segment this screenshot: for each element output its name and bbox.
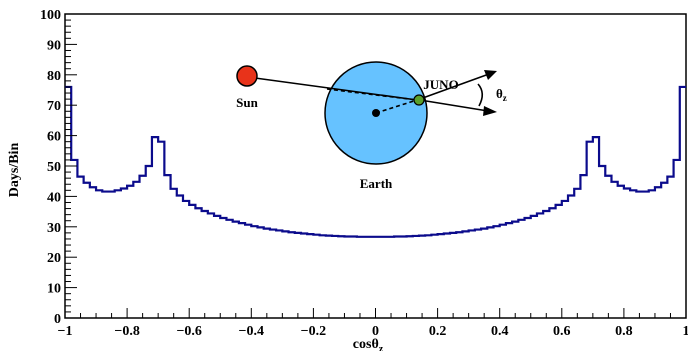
- y-tick-label: 70: [47, 99, 61, 114]
- neutrino-arrow-line: [419, 99, 489, 112]
- y-axis-title: Days/Bin: [7, 143, 22, 198]
- y-tick-label: 30: [47, 221, 61, 236]
- x-tick-label: −0.6: [176, 324, 201, 339]
- x-tick-label: 0: [372, 324, 379, 339]
- detector-label: JUNO: [423, 77, 458, 92]
- y-tick-label: 60: [47, 130, 61, 145]
- plot-frame: [64, 13, 687, 319]
- x-tick-label: −1: [58, 324, 73, 339]
- x-tick-label: 0.6: [553, 324, 571, 339]
- y-tick-label: 50: [47, 160, 61, 175]
- zenith-arrowhead: [484, 70, 497, 80]
- x-tick-label: 0.4: [491, 324, 509, 339]
- sun-label: Sun: [236, 95, 258, 110]
- sun-icon: [236, 65, 258, 87]
- x-tick-label: −0.8: [114, 324, 139, 339]
- x-tick-label: −0.4: [239, 324, 264, 339]
- geometry-inset: Sun Earth JUNO θz: [236, 61, 507, 191]
- center-to-detector-dashed-line: [375, 99, 418, 114]
- histogram-line: [65, 85, 686, 238]
- histogram-series: [65, 85, 686, 238]
- y-tick-label: 20: [47, 251, 61, 266]
- x-axis-title: cosθz: [353, 337, 384, 351]
- x-tick-label: 0.8: [615, 324, 633, 339]
- y-tick-label: 80: [47, 69, 61, 84]
- y-tick-label: 0: [54, 312, 61, 327]
- neutrino-arrowhead: [483, 106, 497, 116]
- y-axis: 0 10 20 30 40 50 60 70 80 90 100: [40, 8, 77, 327]
- y-tick-label: 10: [47, 282, 61, 297]
- y-tick-label: 100: [40, 8, 61, 23]
- x-axis: −1 −0.8 −0.6 −0.4 −0.2 0 0.2 0.4 0.6 0.8 1: [58, 308, 688, 339]
- y-tick-label: 40: [47, 190, 61, 205]
- angle-arc: [477, 83, 484, 107]
- x-tick-label: −0.2: [301, 324, 326, 339]
- chord-dashed-line: [326, 88, 418, 101]
- y-tick-label: 90: [47, 38, 61, 53]
- plot-border: [64, 13, 687, 319]
- x-tick-label: 0.2: [429, 324, 447, 339]
- angle-label: θz: [496, 86, 507, 103]
- x-tick-label: 1: [683, 324, 688, 339]
- earth-label: Earth: [360, 176, 393, 191]
- zenith-arrow-line: [419, 73, 490, 100]
- detector-icon: [413, 94, 425, 106]
